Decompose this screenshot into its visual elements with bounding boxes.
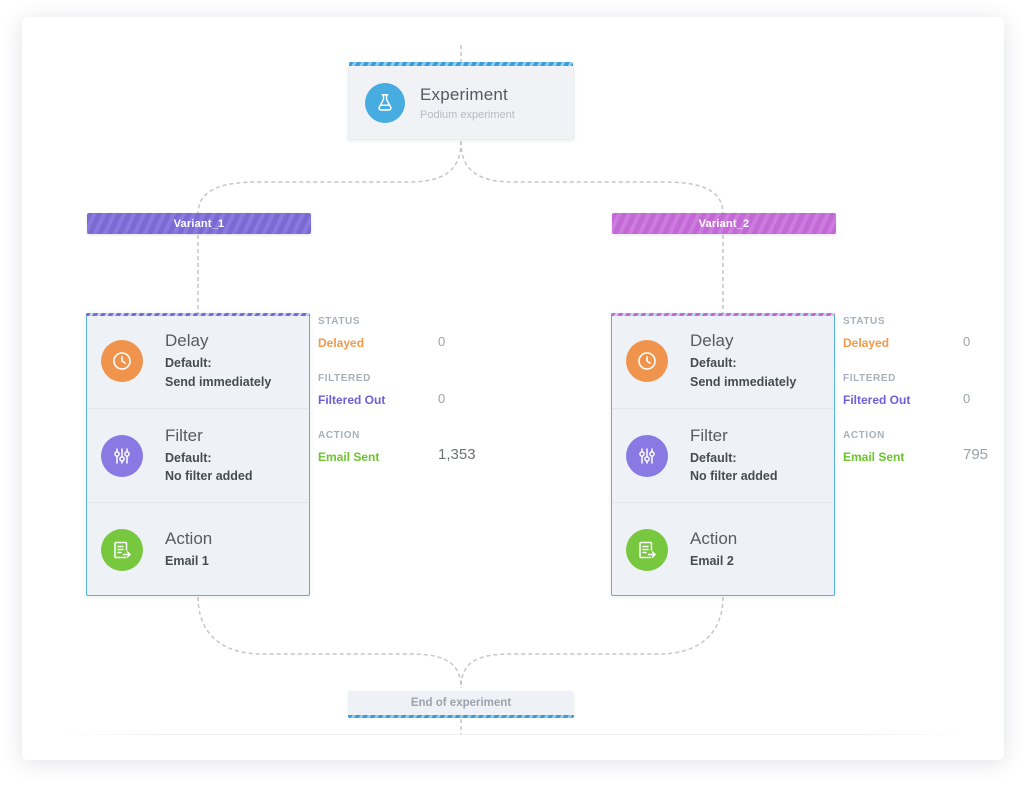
experiment-title: Experiment [420, 84, 508, 104]
clock-icon [626, 340, 668, 382]
end-node-label: End of experiment [410, 697, 512, 709]
canvas-bottom-divider [52, 734, 974, 735]
variant-1-card: Delay Default: Send immediately Filter D… [86, 313, 310, 596]
variant-1-label: Variant_1 [173, 217, 225, 230]
stat-group-status: STATUS Delayed 0 [318, 316, 468, 352]
step-title: Filter [165, 425, 203, 445]
step-detail: No filter added [690, 469, 778, 483]
variant-2-card: Delay Default: Send immediately Filter D… [611, 313, 835, 596]
variant-2-step-delay[interactable]: Delay Default: Send immediately [612, 314, 834, 408]
variant-2-card-accent [611, 313, 835, 316]
experiment-node[interactable]: Experiment Podium experiment [348, 62, 574, 140]
connector-merge-left [197, 596, 462, 689]
sliders-icon [101, 434, 143, 477]
stat-label: Email Sent [318, 450, 380, 464]
step-title: Filter [690, 425, 728, 445]
stat-group-filtered: FILTERED Filtered Out 0 [843, 373, 993, 409]
step-detail: Default: [690, 356, 737, 371]
variant-1-step-action[interactable]: Action Email 1 [87, 502, 309, 596]
stat-section-label: STATUS [318, 316, 361, 327]
variant-2-stats: STATUS Delayed 0 FILTERED Filtered Out 0… [843, 316, 993, 487]
variant-2-step-filter[interactable]: Filter Default: No filter added [612, 408, 834, 502]
stat-group-action: ACTION Email Sent 795 [843, 430, 993, 466]
flask-icon [365, 82, 405, 123]
stat-section-label: ACTION [318, 430, 360, 441]
stat-section-label: FILTERED [318, 373, 371, 384]
stat-value: 0 [963, 334, 971, 349]
step-detail: No filter added [165, 469, 253, 483]
variant-2-label: Variant_2 [698, 217, 750, 230]
step-detail: Email 1 [165, 553, 209, 568]
variant-2-header[interactable]: Variant_2 [612, 213, 836, 234]
stat-label: Email Sent [843, 450, 905, 464]
connector-merge-right [460, 596, 724, 689]
variant-1-step-delay[interactable]: Delay Default: Send immediately [87, 314, 309, 408]
stat-label: Filtered Out [318, 393, 386, 407]
stat-group-action: ACTION Email Sent 1,353 [318, 430, 476, 466]
experiment-subtitle: Podium experiment [420, 108, 515, 121]
end-node-accent [348, 715, 574, 718]
sliders-icon [626, 434, 668, 477]
stat-label: Filtered Out [843, 393, 911, 407]
stat-value: 795 [963, 446, 989, 463]
variant-1-card-accent [86, 313, 310, 316]
step-title: Delay [690, 331, 734, 351]
step-detail: Default: [165, 356, 212, 371]
step-detail: Send immediately [690, 374, 797, 389]
experiment-node-accent [349, 62, 573, 66]
variant-1-step-filter[interactable]: Filter Default: No filter added [87, 408, 309, 502]
stat-value: 1,353 [438, 446, 476, 463]
stat-section-label: ACTION [843, 430, 885, 441]
stat-value: 0 [438, 391, 446, 406]
step-title: Delay [165, 331, 209, 351]
variant-1-header[interactable]: Variant_1 [87, 213, 311, 234]
stat-section-label: FILTERED [843, 373, 896, 384]
stat-group-status: STATUS Delayed 0 [843, 316, 993, 352]
connector-branch-left [197, 140, 462, 215]
variant-2-step-action[interactable]: Action Email 2 [612, 502, 834, 596]
stat-section-label: STATUS [843, 316, 886, 327]
stat-group-filtered: FILTERED Filtered Out 0 [318, 373, 468, 409]
step-title: Action [690, 528, 738, 548]
step-detail: Email 2 [690, 553, 734, 568]
stat-value: 0 [963, 391, 971, 406]
stat-label: Delayed [843, 336, 890, 350]
document-send-icon [626, 528, 668, 571]
variant-1-stats: STATUS Delayed 0 FILTERED Filtered Out 0… [318, 316, 476, 487]
stat-value: 0 [438, 334, 446, 349]
connector-branch-right [460, 140, 724, 215]
clock-icon [101, 340, 143, 382]
step-detail: Default: [165, 450, 212, 465]
workflow-canvas: Experiment Podium experiment Variant_1 V… [22, 17, 1004, 760]
end-of-experiment-node[interactable]: End of experiment [348, 691, 574, 718]
step-detail: Send immediately [165, 374, 272, 389]
step-title: Action [165, 528, 213, 548]
step-detail: Default: [690, 450, 737, 465]
document-send-icon [101, 528, 143, 571]
stat-label: Delayed [318, 336, 365, 350]
